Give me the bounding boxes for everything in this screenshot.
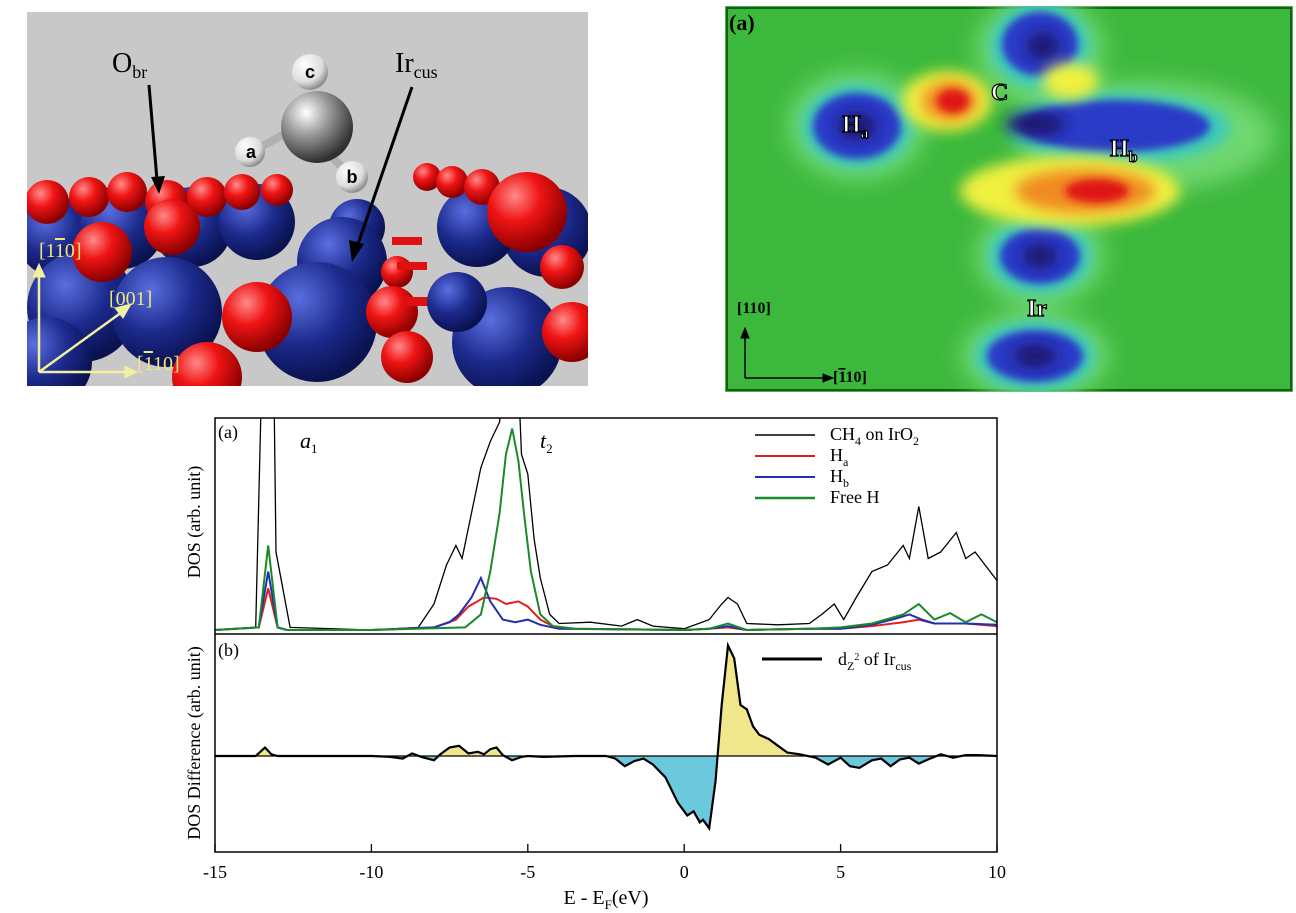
map-label-hb: Hb bbox=[1110, 136, 1138, 166]
axis-label-1-10: [110] bbox=[39, 240, 82, 262]
series-line-ch4-on-iro2 bbox=[215, 418, 997, 631]
peak-label-a1: a1 bbox=[300, 428, 318, 456]
hydrogen-c bbox=[292, 54, 328, 90]
map-label-ha: Ha bbox=[842, 112, 869, 142]
series-line-free-h bbox=[215, 428, 997, 632]
x-tick-label: 5 bbox=[836, 862, 845, 882]
svg-text:CH4 on IrO2: CH4 on IrO2 bbox=[830, 424, 919, 448]
atom-label-a: a bbox=[246, 142, 257, 162]
x-tick-label: 0 bbox=[680, 862, 689, 882]
structure-illustration: a b c Obr Ircus [110] [001] [110] bbox=[27, 12, 588, 386]
plot-frame bbox=[214, 417, 998, 853]
negative-difference-fill bbox=[215, 756, 997, 829]
dos-chart: -15 -10 -5 0 5 10 (a) (b) a1 t2 DOS (arb. uni… bbox=[184, 417, 1006, 910]
map-axis-110: [110] bbox=[737, 300, 771, 317]
svg-text:Hb: Hb bbox=[830, 466, 849, 490]
x-tick-label: -15 bbox=[203, 862, 227, 882]
svg-text:Obr: Obr bbox=[112, 48, 147, 82]
ylabel-dos: DOS (arb. unit) bbox=[184, 466, 205, 578]
legend-panel-a: CH4 on IrO2 Ha Hb Free H bbox=[755, 424, 919, 507]
legend-item-hb: Hb bbox=[755, 466, 849, 490]
svg-text:Ha: Ha bbox=[830, 445, 849, 469]
legend-item-ch4: CH4 on IrO2 bbox=[755, 424, 919, 448]
legend-item-free-h: Free H bbox=[755, 487, 879, 507]
ircus-label: Ircus bbox=[349, 48, 438, 262]
peak-label-t2: t2 bbox=[540, 428, 553, 456]
legend-item-ha: Ha bbox=[755, 445, 849, 469]
atom-label-c: c bbox=[305, 62, 315, 82]
ylabel-dos-difference: DOS Difference (arb. unit) bbox=[184, 646, 205, 840]
carbon-atom bbox=[281, 91, 353, 163]
axis-label-001: [001] bbox=[109, 288, 152, 310]
charge-density-map: (a) C Ha Hb Ir [110] [110] bbox=[725, 6, 1293, 392]
map-axes bbox=[740, 326, 835, 383]
hydrogen-b bbox=[336, 161, 368, 193]
map-label-c: C bbox=[991, 80, 1008, 106]
density-map-image: (a) C Ha Hb Ir [110] [110] bbox=[725, 6, 1293, 392]
x-tick-label: -5 bbox=[520, 862, 535, 882]
map-label-ir: Ir bbox=[1027, 296, 1047, 322]
panel-a-label: (a) bbox=[218, 422, 238, 443]
svg-text:dZ2 of Ircus: dZ2 of Ircus bbox=[838, 649, 912, 673]
series-line-dz2-of-ircus bbox=[215, 641, 997, 832]
dos-figure: -15 -10 -5 0 5 10 (a) (b) a1 t2 DOS (arb. uni… bbox=[150, 410, 1010, 910]
map-axis-bar110: [110] bbox=[833, 369, 867, 386]
axis-label-bar110: [110] bbox=[137, 353, 180, 375]
structure-figure: a b c Obr Ircus [110] [001] [110] bbox=[27, 12, 588, 386]
xlabel-energy: E - EF(eV) bbox=[564, 887, 649, 910]
surface-atoms bbox=[27, 163, 588, 386]
legend-panel-b: dZ2 of Ircus bbox=[762, 649, 912, 673]
map-panel-label: (a) bbox=[729, 10, 755, 35]
obr-label: Obr bbox=[112, 48, 165, 194]
x-tick-label: 10 bbox=[988, 862, 1006, 882]
atom-label-b: b bbox=[347, 167, 358, 187]
svg-text:Free H: Free H bbox=[830, 487, 879, 507]
x-tick-label: -10 bbox=[359, 862, 383, 882]
hydrogen-a bbox=[235, 137, 265, 167]
positive-difference-fill bbox=[215, 645, 997, 756]
panel-b-label: (b) bbox=[218, 640, 239, 661]
svg-text:Ircus: Ircus bbox=[395, 48, 438, 82]
crystal-axes bbox=[32, 262, 139, 379]
methane-molecule: a b c bbox=[235, 54, 368, 193]
